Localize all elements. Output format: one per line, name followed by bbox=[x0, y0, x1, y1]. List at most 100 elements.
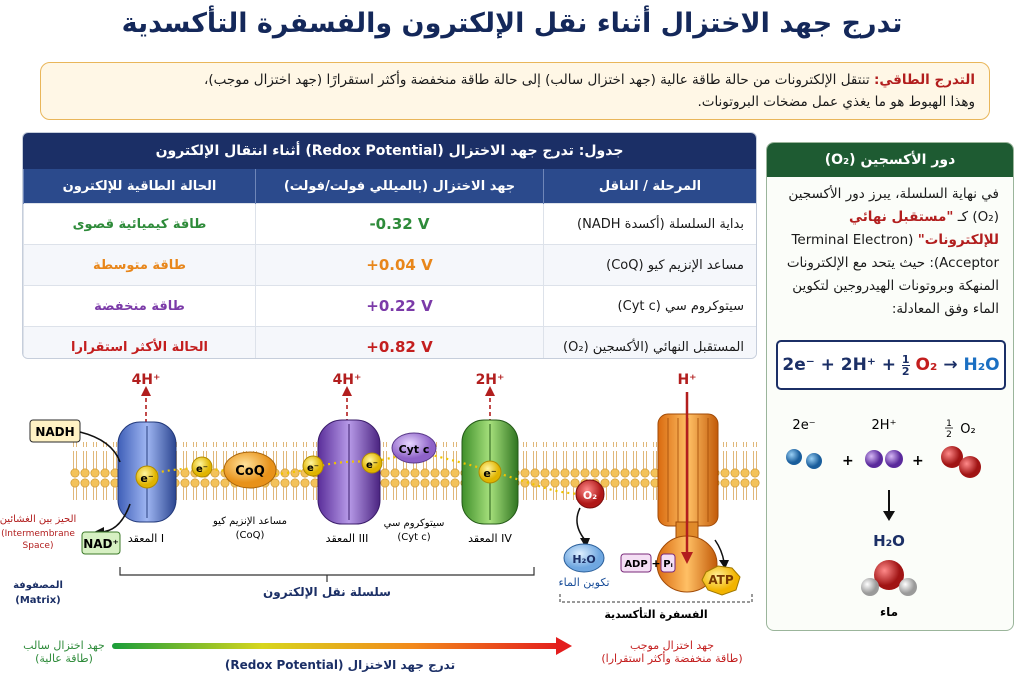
water-label: ماء bbox=[880, 605, 898, 619]
eq-h2o: H₂O bbox=[963, 355, 1000, 375]
atp-burst bbox=[701, 565, 741, 596]
redox-table-grid: المرحلة / الناقل جهد الاختزال (بالميللي … bbox=[23, 169, 756, 358]
page-title: تدرج جهد الاختزال أثناء نقل الإلكترون وا… bbox=[121, 8, 903, 39]
proton-ball-2 bbox=[885, 450, 903, 468]
proton-label-3: 4H⁺ bbox=[333, 372, 362, 388]
nadh-box bbox=[29, 419, 81, 443]
electron-ball-2 bbox=[806, 453, 822, 469]
etc-label: سلسلة نقل الإلكترون bbox=[263, 585, 391, 600]
cytc-desc-2: (Cyt c) bbox=[397, 532, 430, 543]
oxygen-p2: (Terminal Electron Acceptor): حيث يتحد م… bbox=[786, 232, 999, 317]
negative-potential-sub: (طاقة عالية) bbox=[35, 652, 93, 665]
coq-carrier bbox=[223, 451, 277, 489]
cell-potential: +0.04 V bbox=[255, 244, 544, 286]
electron-2 bbox=[191, 456, 213, 478]
electron-2-label: e⁻ bbox=[196, 464, 208, 475]
electron-5 bbox=[478, 460, 502, 484]
oxphos-brace bbox=[559, 594, 753, 603]
table-row: سيتوكروم سي (Cyt c) +0.22 V طاقة منخفضة bbox=[23, 285, 756, 327]
plus-sign-2: + bbox=[912, 453, 924, 469]
eq-reactants: 2e⁻ + 2H⁺ + bbox=[782, 355, 896, 375]
intro-text-2: وهذا الهبوط هو ما يغذي عمل مضخات البروتو… bbox=[697, 94, 975, 110]
oxygen-atom-1 bbox=[941, 446, 963, 468]
mol-frac-num: 1 bbox=[946, 419, 952, 429]
complex-1-label: المعقد I bbox=[128, 532, 164, 545]
ims-label-2: (Intermembrane bbox=[1, 529, 75, 539]
complex-3-label: المعقد III bbox=[326, 532, 369, 545]
proton-arrowhead-4 bbox=[485, 386, 495, 396]
adp-box bbox=[620, 553, 652, 573]
proton-return-arrowhead bbox=[681, 552, 693, 564]
coq-desc-2: (CoQ) bbox=[236, 530, 265, 541]
cell-state: الحالة الأكثر استقرارا bbox=[23, 326, 256, 358]
oxygen-title: دور الأكسجين (O₂) bbox=[767, 143, 1013, 177]
header-stage: المرحلة / الناقل bbox=[543, 169, 756, 204]
electron-1 bbox=[135, 465, 159, 489]
gradient-arrow-icon bbox=[556, 637, 572, 655]
mol-o2-label: O₂ bbox=[960, 422, 975, 437]
positive-potential-label: جهد اختزال موجب (طاقة منخفضة وأكثر استقر… bbox=[572, 639, 772, 665]
matrix-label-1: المصفوفة bbox=[13, 580, 63, 591]
electron-3 bbox=[302, 455, 324, 477]
redox-gradient-bar bbox=[112, 643, 562, 649]
cell-stage: المستقبل النهائي (الأكسجين (O₂) bbox=[543, 326, 756, 358]
water-oxygen-atom bbox=[874, 560, 904, 590]
negative-potential-label: جهد اختزال سالب (طاقة عالية) bbox=[14, 639, 114, 665]
oxygen-p1: في نهاية السلسلة، يبرز دور الأكسجين (O₂)… bbox=[788, 186, 999, 225]
table-row: مساعد الإنزيم كيو (CoQ) +0.04 V طاقة متوسط… bbox=[23, 244, 756, 286]
matrix-label-2: (Matrix) bbox=[15, 595, 60, 606]
oxygen-highlight: "مستقبل نهائي للإلكترونات" bbox=[849, 209, 999, 248]
cytc-carrier bbox=[391, 432, 437, 464]
eq-o2: O₂ bbox=[915, 355, 938, 375]
proton-label-4: 2H⁺ bbox=[476, 372, 505, 388]
h2o-label: H₂O bbox=[572, 553, 595, 566]
cytc-label: Cyt c bbox=[399, 443, 430, 456]
h2o-molecule bbox=[563, 543, 605, 573]
cell-stage: مساعد الإنزيم كيو (CoQ) bbox=[543, 244, 756, 286]
water-formula: H₂O bbox=[873, 532, 905, 550]
gradient-axis-label: تدرج جهد الاختزال (Redox Potential) bbox=[224, 658, 456, 672]
positive-potential-sub: (طاقة منخفضة وأكثر استقرارا) bbox=[601, 652, 743, 665]
electron-1-label: e⁻ bbox=[140, 472, 153, 485]
adp-plus: + bbox=[651, 557, 660, 570]
electron-path bbox=[149, 450, 586, 496]
table-row: بداية السلسلة (أكسدة NADH) -0.32 V طاقة كي… bbox=[23, 203, 756, 245]
water-formation-label: تكوين الماء bbox=[558, 576, 609, 589]
electron-4 bbox=[361, 452, 383, 474]
cell-stage: بداية السلسلة (أكسدة NADH) bbox=[543, 203, 756, 245]
intro-box: التدرج الطاقي: تنتقل الإلكترونات من حالة… bbox=[40, 62, 990, 120]
nad-box bbox=[81, 531, 121, 555]
intro-label: التدرج الطاقي: bbox=[873, 72, 975, 88]
header-potential: جهد الاختزال (بالميللي فولت/فولت) bbox=[255, 169, 544, 204]
atp-label: ATP bbox=[708, 573, 734, 587]
table-title: جدول: تدرج جهد الاختزال (Redox Potential… bbox=[23, 133, 756, 169]
proton-label-1: 4H⁺ bbox=[132, 372, 161, 388]
pi-box bbox=[660, 553, 676, 573]
proton-ball-1 bbox=[865, 450, 883, 468]
oxygen-text: في نهاية السلسلة، يبرز دور الأكسجين (O₂)… bbox=[767, 177, 1013, 321]
eq-arrow: → bbox=[943, 355, 958, 375]
table-row: المستقبل النهائي (الأكسجين (O₂) +0.82 V ال… bbox=[23, 326, 756, 358]
redox-table: جدول: تدرج جهد الاختزال (Redox Potential… bbox=[22, 132, 757, 359]
oxphos-label: الفسفرة التأكسدية bbox=[604, 607, 707, 621]
mol-frac-den: 2 bbox=[946, 430, 952, 440]
proton-arrowhead-3 bbox=[342, 386, 352, 396]
o2-molecule bbox=[575, 479, 605, 509]
cell-potential: +0.82 V bbox=[255, 326, 544, 358]
coq-desc-1: مساعد الإنزيم كيو bbox=[212, 516, 287, 527]
cell-state: طاقة كيميائية قصوى bbox=[23, 203, 256, 245]
nad-label: NAD⁺ bbox=[83, 537, 119, 551]
cell-stage: سيتوكروم سي (Cyt c) bbox=[543, 285, 756, 327]
water-h-atom-2 bbox=[899, 578, 917, 596]
ims-label-3: Space) bbox=[23, 541, 54, 551]
mol-h-label: 2H⁺ bbox=[872, 418, 897, 433]
proton-label-atp: H⁺ bbox=[677, 372, 696, 388]
negative-potential-text: جهد اختزال سالب bbox=[23, 639, 105, 652]
coq-label: CoQ bbox=[235, 464, 265, 479]
cytc-desc-1: سيتوكروم سي bbox=[384, 518, 445, 529]
o2-label: O₂ bbox=[583, 489, 597, 502]
electron-3-label: e⁻ bbox=[307, 463, 319, 474]
water-h-atom-1 bbox=[861, 578, 879, 596]
